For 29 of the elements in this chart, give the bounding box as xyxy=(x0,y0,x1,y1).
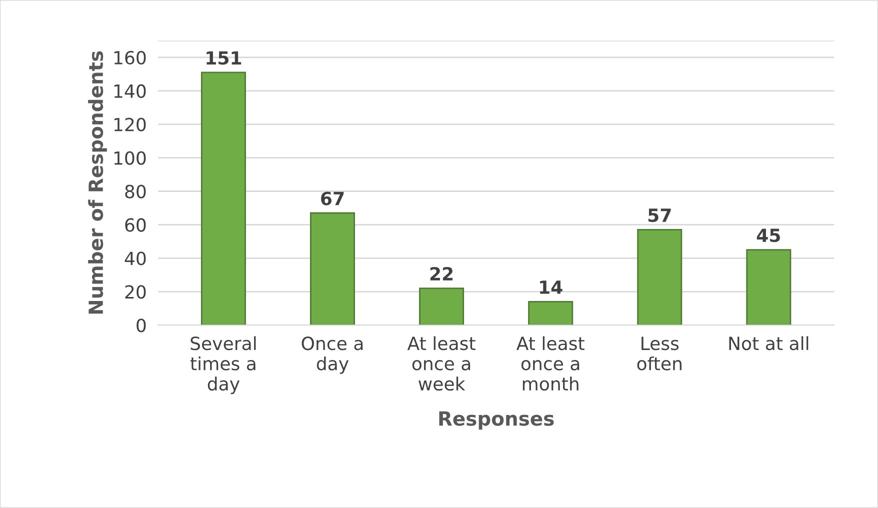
y-tick-label: 120 xyxy=(114,118,146,132)
x-tick-label: Less often xyxy=(637,336,682,370)
x-tick-label: Several times a day xyxy=(190,336,256,394)
bar xyxy=(200,72,246,326)
bar xyxy=(637,229,682,326)
y-tick-label: 160 xyxy=(114,50,146,64)
x-tick-label: Once a day xyxy=(302,336,363,374)
y-tick-label: 0 xyxy=(136,318,146,332)
y-axis-title: Number of Respondents xyxy=(88,51,107,314)
x-axis-title: Responses xyxy=(439,411,554,430)
bar xyxy=(419,288,464,326)
data-label: 22 xyxy=(430,266,453,280)
y-tick-label: 140 xyxy=(114,84,146,98)
x-tick-label: At least once a week xyxy=(407,336,476,391)
x-tick-label: At least once a month xyxy=(516,336,584,391)
data-label: 14 xyxy=(540,280,562,294)
bar xyxy=(746,249,792,326)
y-tick-label: 80 xyxy=(125,184,146,198)
data-label: 151 xyxy=(206,51,242,65)
data-label: 45 xyxy=(756,228,780,242)
x-tick-label: Not at all xyxy=(729,336,808,350)
bar xyxy=(528,300,574,326)
y-tick-label: 100 xyxy=(114,151,146,165)
data-label: 67 xyxy=(321,192,344,206)
y-tick-label: 60 xyxy=(125,218,146,232)
bar xyxy=(310,212,356,326)
data-label: 57 xyxy=(648,208,671,222)
y-tick-label: 20 xyxy=(125,285,146,299)
y-tick-label: 40 xyxy=(124,252,146,266)
